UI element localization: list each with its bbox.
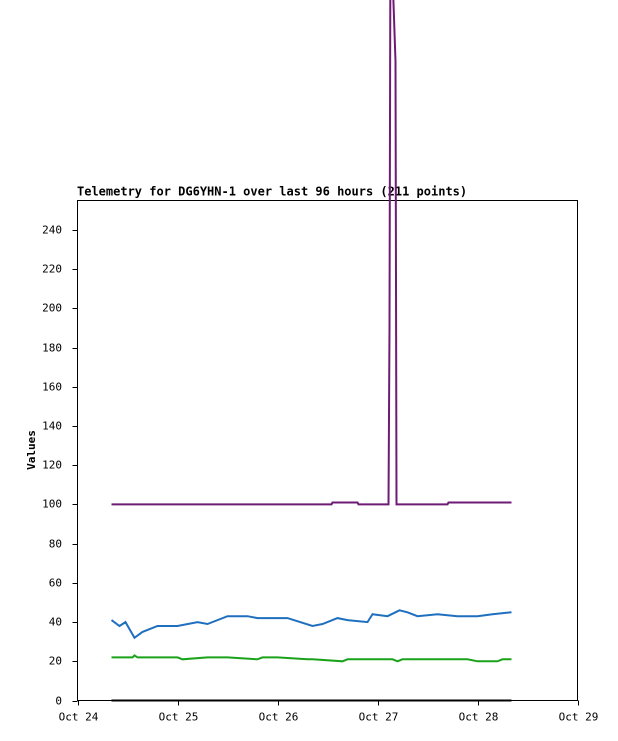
chart-title: Telemetry for DG6YHN-1 over last 96 hour… (77, 185, 467, 199)
series-line (111, 654, 512, 663)
y-tick-label: 0 (55, 695, 62, 708)
y-tick-label: 60 (49, 577, 62, 590)
y-tick-label: 80 (49, 538, 62, 551)
y-tick-label: 180 (42, 342, 62, 355)
y-tick-label: 100 (42, 498, 62, 511)
y-tick-label: 120 (42, 459, 62, 472)
series-line (110, 609, 512, 640)
x-tick-label: Oct 25 (159, 711, 199, 724)
x-tick-label: Oct 26 (259, 711, 299, 724)
plot-frame (77, 200, 578, 701)
y-tick-label: 240 (42, 224, 62, 237)
x-tick-label: Oct 27 (359, 711, 399, 724)
y-tick-label: 160 (42, 381, 62, 394)
y-tick-label: 40 (49, 616, 62, 629)
y-tick-label: 20 (49, 655, 62, 668)
y-tick-label: 220 (42, 263, 62, 276)
x-tick-label: Oct 28 (459, 711, 499, 724)
y-tick-label: 140 (42, 420, 62, 433)
x-tick-label: Oct 24 (59, 711, 99, 724)
series-line (111, 0, 512, 506)
y-tick-label: 200 (42, 302, 62, 315)
y-axis-label: Values (25, 430, 38, 470)
x-tick-label: Oct 29 (559, 711, 599, 724)
